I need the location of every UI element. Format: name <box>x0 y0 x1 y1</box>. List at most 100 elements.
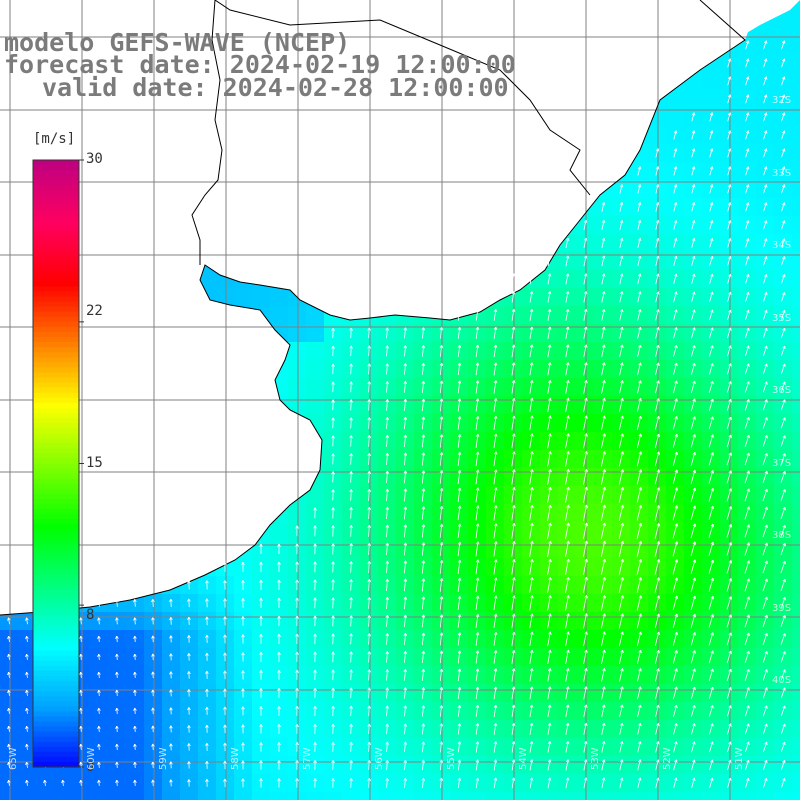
field-cell <box>792 414 800 432</box>
wind-arrow <box>385 651 390 663</box>
wind-arrow-head <box>529 741 533 745</box>
wind-arrow <box>511 777 516 789</box>
wind-arrow-shaft <box>565 631 569 647</box>
wind-arrow-head <box>638 559 642 562</box>
wind-arrow <box>547 649 552 664</box>
wind-arrow <box>529 649 534 664</box>
wind-arrow-head <box>620 741 623 744</box>
wind-arrow-head <box>349 435 352 439</box>
wind-arrow-head <box>169 617 172 621</box>
wind-arrow-head <box>134 707 137 711</box>
wind-arrow-shaft <box>511 668 515 682</box>
wind-arrow-head <box>169 743 172 747</box>
wind-arrow <box>619 777 624 789</box>
wind-arrow-head <box>638 433 642 437</box>
wind-arrow-head <box>586 631 588 635</box>
wind-arrow-head <box>459 398 462 402</box>
wind-arrow-head <box>385 345 388 349</box>
wind-arrow <box>7 635 11 642</box>
wind-arrow-head <box>349 381 352 385</box>
wind-arrow-head <box>368 327 371 331</box>
wind-arrow-shaft <box>493 523 497 539</box>
wind-arrow-head <box>368 778 371 782</box>
wind-arrow-head <box>423 416 426 420</box>
wind-arrow-head <box>639 202 642 206</box>
wind-arrow-head <box>475 309 479 313</box>
wind-arrow-shaft <box>618 650 624 664</box>
wind-arrow-shaft <box>529 326 533 340</box>
wind-arrow-shaft <box>134 599 136 607</box>
wind-arrow-shaft <box>637 291 641 303</box>
wind-arrow-shaft <box>404 669 406 681</box>
wind-arrow-head <box>513 577 516 581</box>
wind-arrow-shaft <box>26 654 28 660</box>
wind-arrow <box>259 579 263 590</box>
wind-arrow-head <box>586 397 588 401</box>
wind-arrow-head <box>512 469 515 473</box>
wind-arrow-shaft <box>529 723 533 735</box>
wind-arrow-head <box>278 742 281 746</box>
wind-arrow-head <box>116 617 119 621</box>
wind-arrow <box>582 558 588 576</box>
wind-arrow-head <box>403 669 406 673</box>
wind-arrow-shaft <box>493 686 497 700</box>
wind-arrow-head <box>405 578 408 582</box>
wind-arrow-head <box>584 576 587 580</box>
wind-arrow <box>618 433 624 449</box>
wind-arrow-head <box>511 291 515 295</box>
wind-arrow-shaft <box>350 669 352 681</box>
wind-arrow-shaft <box>493 344 497 358</box>
field-cell <box>792 648 800 666</box>
wind-arrow-head <box>403 741 406 745</box>
wind-arrow-shaft <box>619 344 623 358</box>
field-cell <box>306 378 324 396</box>
wind-arrow <box>25 671 29 678</box>
wind-arrow-head <box>133 635 136 639</box>
wind-arrow-shaft <box>511 398 515 412</box>
wind-arrow-shaft <box>601 649 605 665</box>
wind-arrow-head <box>621 327 624 331</box>
wind-arrow-head <box>566 504 569 508</box>
wind-arrow <box>583 777 588 789</box>
wind-arrow <box>547 344 552 358</box>
wind-arrow-head <box>622 344 624 348</box>
wind-arrow-head <box>602 576 606 580</box>
wind-arrow-head <box>477 344 480 348</box>
wind-arrow-shaft <box>511 741 515 753</box>
wind-arrow-shaft <box>565 559 569 575</box>
wind-arrow <box>655 184 660 194</box>
wind-arrow <box>583 291 588 303</box>
wind-arrow-head <box>512 523 515 526</box>
wind-arrow-shaft <box>439 488 443 502</box>
wind-arrow <box>79 689 83 696</box>
wind-arrow-head <box>513 326 516 331</box>
wind-arrow-shaft <box>601 291 605 303</box>
field-cell <box>774 792 792 800</box>
wind-arrow-shaft <box>475 469 479 485</box>
wind-arrow-head <box>584 631 587 635</box>
wind-arrow <box>349 561 353 573</box>
wind-arrow-head <box>387 452 390 456</box>
wind-arrow-head <box>387 651 390 655</box>
wind-arrow-head <box>368 687 371 691</box>
wind-arrow <box>636 469 643 485</box>
wind-arrow <box>547 577 552 593</box>
wind-arrow-head <box>477 559 480 563</box>
wind-arrow <box>349 669 353 681</box>
wind-arrow-shaft <box>350 543 352 555</box>
wind-arrow <box>385 759 389 770</box>
field-cell <box>792 162 800 180</box>
wind-arrow-head <box>531 469 534 473</box>
wind-arrow-shaft <box>637 777 641 789</box>
wind-arrow-head <box>369 542 372 547</box>
wind-arrow <box>277 579 281 590</box>
wind-arrow-head <box>260 724 263 728</box>
wind-arrow-head <box>441 506 444 510</box>
wind-arrow-shaft <box>98 762 100 768</box>
wind-arrow <box>331 687 335 699</box>
wind-arrow-head <box>622 577 625 581</box>
wind-arrow <box>79 707 83 714</box>
wind-arrow <box>439 777 444 789</box>
wind-arrow <box>475 398 480 412</box>
wind-arrow-head <box>331 543 334 547</box>
